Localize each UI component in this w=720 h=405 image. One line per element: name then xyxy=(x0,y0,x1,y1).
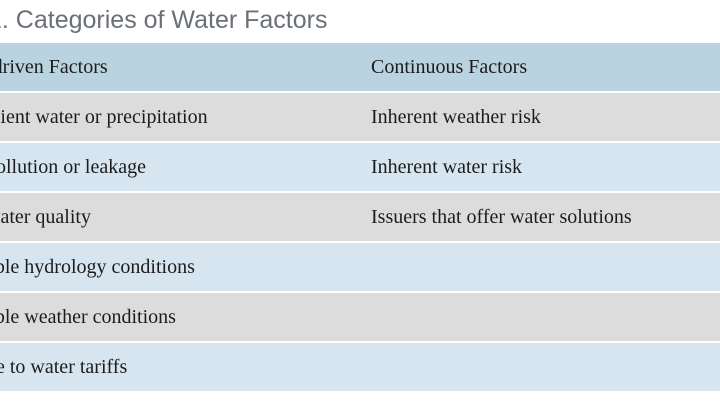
table-cell: water quality xyxy=(0,206,91,228)
table-cell: pollution or leakage xyxy=(0,156,146,178)
table-row: able hydrology conditions xyxy=(0,243,720,291)
table-cell: able weather conditions xyxy=(0,306,176,328)
header-event-driven-factors: -driven Factors xyxy=(0,56,108,78)
table-cell: icient water or precipitation xyxy=(0,106,208,128)
water-factors-table: -driven Factors Continuous Factors icien… xyxy=(0,43,720,393)
header-continuous-factors: Continuous Factors xyxy=(371,56,528,78)
table-cell: Inherent water risk xyxy=(371,156,523,178)
table-row: pollution or leakage Inherent water risk xyxy=(0,143,720,191)
table-cell: able hydrology conditions xyxy=(0,256,195,278)
table-cell: Inherent weather risk xyxy=(371,106,541,128)
table-row: ge to water tariffs xyxy=(0,343,720,391)
table-cell: Issuers that offer water solutions xyxy=(371,206,632,228)
table-row: able weather conditions xyxy=(0,293,720,341)
table-row: water quality Issuers that offer water s… xyxy=(0,193,720,241)
table-header-row: -driven Factors Continuous Factors xyxy=(0,43,720,91)
table-title: 1. Categories of Water Factors xyxy=(0,6,328,34)
table-row: icient water or precipitation Inherent w… xyxy=(0,93,720,141)
table-cell: ge to water tariffs xyxy=(0,356,128,378)
